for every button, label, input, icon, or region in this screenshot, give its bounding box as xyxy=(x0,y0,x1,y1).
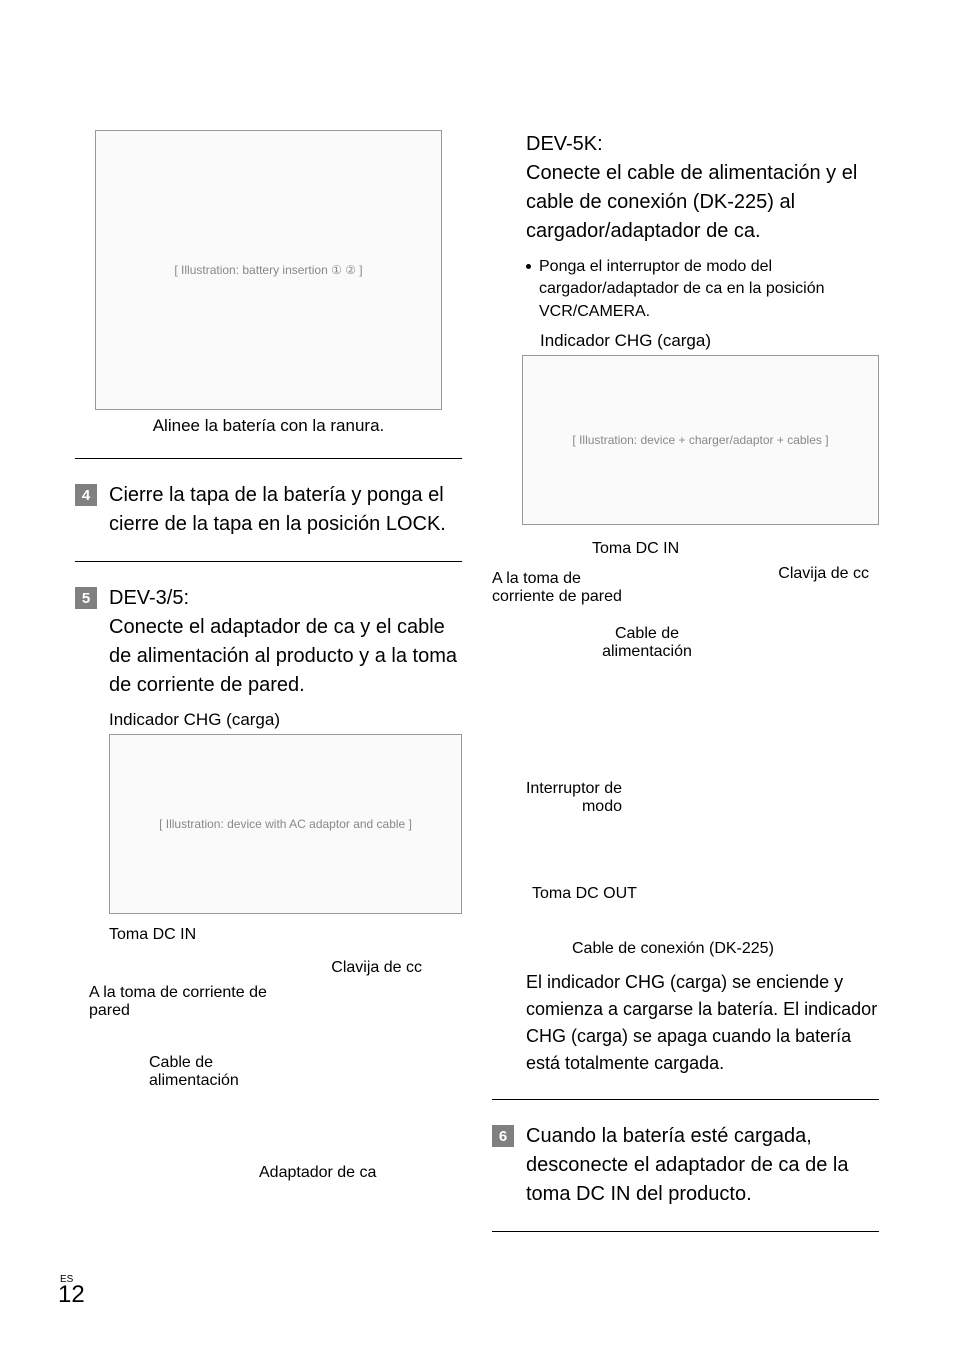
chg-label-right: Indicador CHG (carga) xyxy=(540,331,879,351)
label-ccplug: Clavija de cc xyxy=(331,959,422,977)
label-wall-r: A la toma de corriente de pared xyxy=(492,570,642,606)
chg-label: Indicador CHG (carga) xyxy=(109,710,462,730)
dev5k-bullet-text: Ponga el interruptor de modo del cargado… xyxy=(539,256,879,323)
label-dcin-r: Toma DC IN xyxy=(592,540,679,558)
left-column: [ Illustration: battery insertion ① ② ] … xyxy=(75,130,462,1254)
battery-illustration: [ Illustration: battery insertion ① ② ] xyxy=(95,130,442,410)
step-4: 4 Cierre la tapa de la batería y ponga e… xyxy=(75,481,462,539)
dev35-diagram: [ Illustration: device with AC adaptor a… xyxy=(109,734,462,1174)
dev5k-illustration: [ Illustration: device + charger/adaptor… xyxy=(522,355,879,525)
label-dcout-r: Toma DC OUT xyxy=(532,885,637,903)
battery-figure-block: [ Illustration: battery insertion ① ② ] … xyxy=(75,130,462,436)
step-6-text: Cuando la batería esté cargada, desconec… xyxy=(526,1122,879,1209)
manual-page: [ Illustration: battery insertion ① ② ] … xyxy=(0,0,954,1294)
divider xyxy=(492,1231,879,1232)
label-dcin: Toma DC IN xyxy=(109,926,196,944)
dev5k-heading: DEV-5K: xyxy=(526,130,879,159)
label-cable-r: Cable de alimentación xyxy=(592,625,702,661)
step-5: 5 DEV-3/5: Conecte el adaptador de ca y … xyxy=(75,584,462,700)
page-number: ES 12 xyxy=(58,1274,85,1309)
dev35-illustration: [ Illustration: device with AC adaptor a… xyxy=(109,734,462,914)
divider xyxy=(75,561,462,562)
page-number-value: 12 xyxy=(58,1281,85,1308)
label-cable: Cable de alimentación xyxy=(149,1054,259,1090)
divider xyxy=(492,1099,879,1100)
step-6: 6 Cuando la batería esté cargada, descon… xyxy=(492,1122,879,1209)
step-5-heading: DEV-3/5: xyxy=(109,584,462,613)
chg-paragraph: El indicador CHG (carga) se enciende y c… xyxy=(526,969,879,1077)
step-4-text: Cierre la tapa de la batería y ponga el … xyxy=(109,481,462,539)
battery-caption: Alinee la batería con la ranura. xyxy=(95,416,442,436)
dev5k-diagram: [ Illustration: device + charger/adaptor… xyxy=(492,355,879,955)
step-number: 5 xyxy=(75,587,97,609)
label-adaptor: Adaptador de ca xyxy=(259,1164,376,1182)
dev5k-bullet: Ponga el interruptor de modo del cargado… xyxy=(526,256,879,323)
label-wall: A la toma de corriente de pared xyxy=(89,984,299,1020)
right-column: DEV-5K: Conecte el cable de alimentación… xyxy=(492,130,879,1254)
step-5-diagram-block: Indicador CHG (carga) [ Illustration: de… xyxy=(109,710,462,1174)
label-mode-r: Interruptor de modo xyxy=(522,780,622,816)
bullet-icon xyxy=(526,264,531,269)
label-ccplug-r: Clavija de cc xyxy=(778,565,869,583)
label-dk225-r: Cable de conexión (DK-225) xyxy=(572,940,774,958)
step-number: 6 xyxy=(492,1125,514,1147)
step-5-text: Conecte el adaptador de ca y el cable de… xyxy=(109,613,462,700)
step-number: 4 xyxy=(75,484,97,506)
divider xyxy=(75,458,462,459)
dev5k-text: Conecte el cable de alimentación y el ca… xyxy=(526,159,879,246)
